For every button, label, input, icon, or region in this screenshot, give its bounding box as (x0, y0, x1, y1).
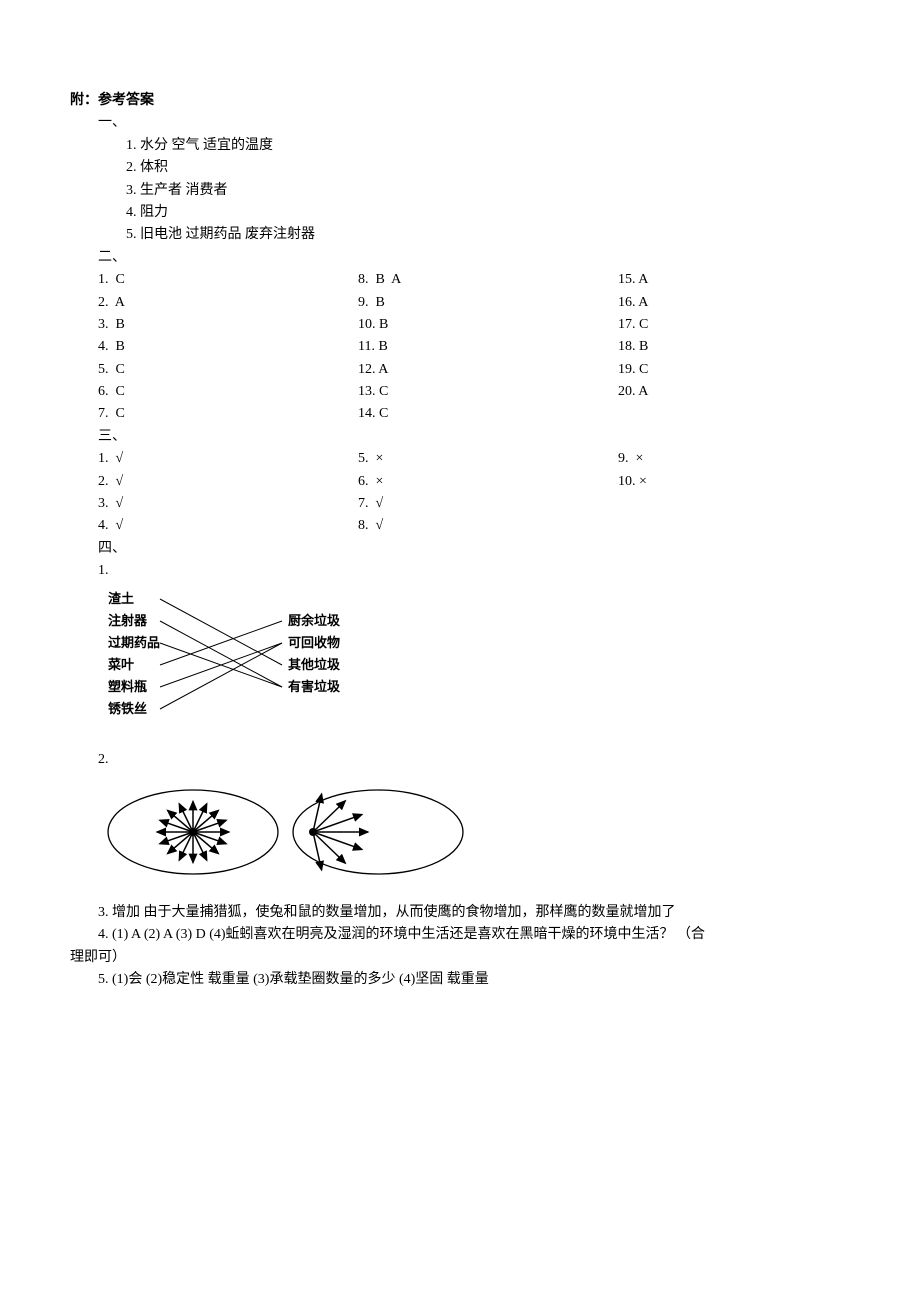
item-4-4a: 4. (1) A (2) A (3) D (4)蚯蚓喜欢在明亮及湿润的环境中生活… (98, 924, 850, 946)
answer-cell: 7. √ (358, 493, 618, 515)
section-3-label: 三、 (98, 426, 850, 448)
answer-cell: 16. A (618, 292, 818, 314)
answer-cell: 12. A (358, 359, 618, 381)
answer-cell (618, 515, 818, 537)
svg-text:塑料瓶: 塑料瓶 (108, 679, 147, 694)
answer-cell: 5. × (358, 448, 618, 470)
answer-cell: 15. A (618, 269, 818, 291)
s1-item: 3. 生产者 消费者 (126, 180, 850, 202)
section-2-label: 二、 (98, 247, 850, 269)
answer-cell: 6. × (358, 471, 618, 493)
answer-cell: 2. A (98, 292, 358, 314)
item-4-1: 1. (98, 560, 850, 582)
svg-text:可回收物: 可回收物 (288, 635, 340, 650)
svg-text:厨余垃圾: 厨余垃圾 (288, 613, 341, 628)
answer-cell: 4. B (98, 336, 358, 358)
svg-text:锈铁丝: 锈铁丝 (108, 701, 147, 716)
s1-item: 1. 水分 空气 适宜的温度 (126, 135, 850, 157)
matching-diagram: 渣土注射器过期药品菜叶塑料瓶锈铁丝 厨余垃圾可回收物其他垃圾有害垃圾 (98, 587, 850, 745)
answer-cell: 7. C (98, 403, 358, 425)
section-1-label: 一、 (98, 112, 850, 134)
answer-cell: 4. √ (98, 515, 358, 537)
section-4-label: 四、 (98, 538, 850, 560)
s1-item: 2. 体积 (126, 157, 850, 179)
answer-cell: 10. B (358, 314, 618, 336)
answer-cell: 9. × (618, 448, 818, 470)
svg-text:其他垃圾: 其他垃圾 (288, 657, 341, 672)
svg-text:渣土: 渣土 (108, 591, 134, 606)
answer-cell: 1. C (98, 269, 358, 291)
answer-cell: 6. C (98, 381, 358, 403)
answer-cell (618, 493, 818, 515)
answer-cell: 9. B (358, 292, 618, 314)
answer-cell: 20. A (618, 381, 818, 403)
answer-cell: 19. C (618, 359, 818, 381)
answer-cell: 17. C (618, 314, 818, 336)
answer-cell: 3. √ (98, 493, 358, 515)
answer-cell: 2. √ (98, 471, 358, 493)
item-4-3: 3. 增加 由于大量捕猎狐，使兔和鼠的数量增加，从而使鹰的食物增加，那样鹰的数量… (98, 902, 850, 924)
item-4-5: 5. (1)会 (2)稳定性 载重量 (3)承载垫圈数量的多少 (4)坚固 载重… (98, 969, 850, 991)
svg-text:有害垃圾: 有害垃圾 (288, 679, 341, 694)
answer-cell: 18. B (618, 336, 818, 358)
ellipse-diagram (98, 777, 850, 895)
svg-text:注射器: 注射器 (108, 613, 148, 628)
item-4-2: 2. (98, 749, 850, 771)
answer-cell: 8. B A (358, 269, 618, 291)
svg-text:过期药品: 过期药品 (108, 635, 160, 650)
s1-item: 5. 旧电池 过期药品 废弃注射器 (126, 224, 850, 246)
answer-cell: 11. B (358, 336, 618, 358)
s1-item: 4. 阻力 (126, 202, 850, 224)
answer-cell: 14. C (358, 403, 618, 425)
answer-cell: 1. √ (98, 448, 358, 470)
answer-cell: 10. × (618, 471, 818, 493)
answer-cell: 3. B (98, 314, 358, 336)
item-4-4b: 理即可） (70, 947, 850, 969)
answer-cell: 13. C (358, 381, 618, 403)
answer-cell (618, 403, 818, 425)
page-title: 附：参考答案 (70, 90, 850, 112)
answer-cell: 5. C (98, 359, 358, 381)
answer-cell: 8. √ (358, 515, 618, 537)
svg-text:菜叶: 菜叶 (107, 657, 134, 672)
